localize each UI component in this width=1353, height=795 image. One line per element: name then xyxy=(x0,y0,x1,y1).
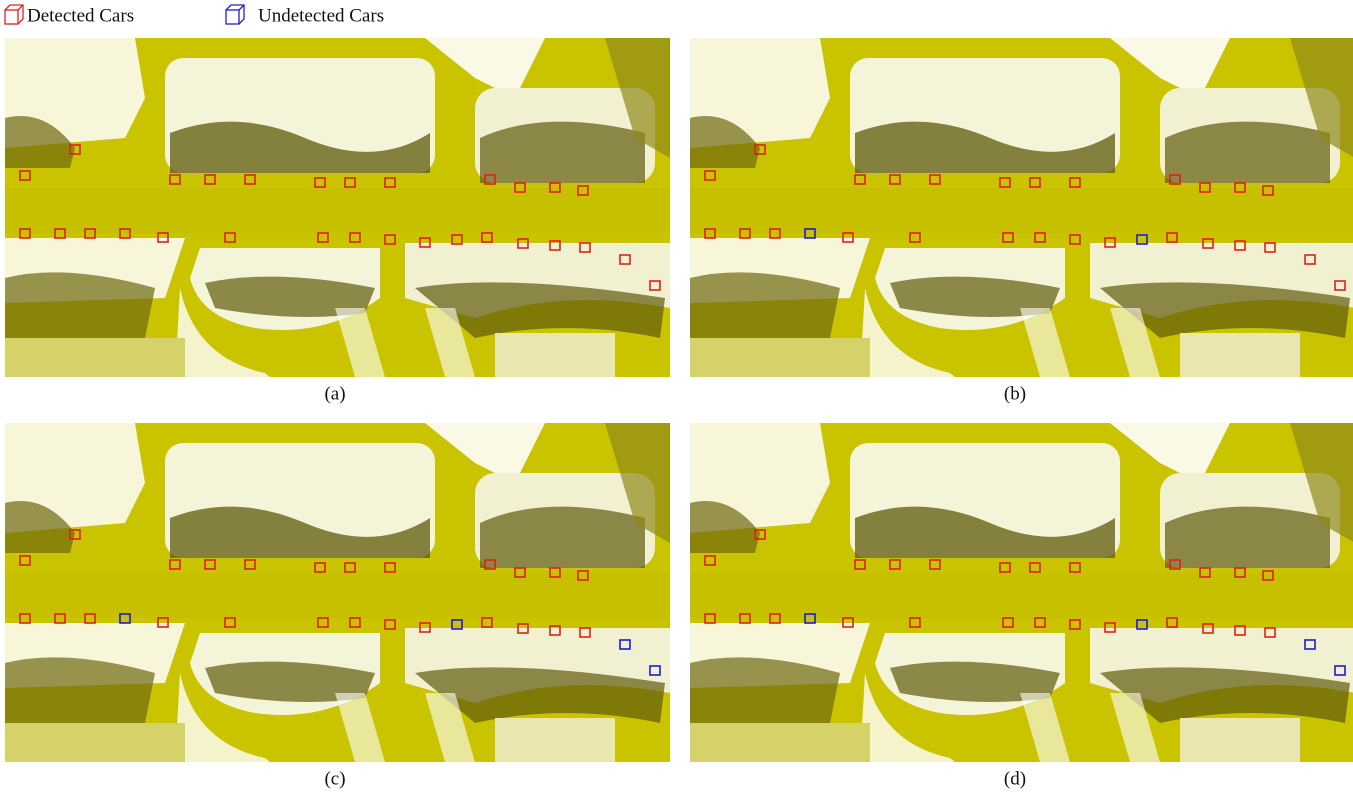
figure-canvas: Detected Cars Undetected Cars (a) (b) (c) (… xyxy=(0,0,1353,795)
point-cloud xyxy=(690,423,1353,762)
panel-caption: (d) xyxy=(1004,768,1026,789)
figure: Detected Cars Undetected Cars (a) (b) (c) (… xyxy=(0,0,1353,795)
legend-label: Undetected Cars xyxy=(258,5,384,26)
detected-icon xyxy=(5,5,23,24)
legend-label: Detected Cars xyxy=(27,5,134,26)
panel xyxy=(5,38,670,377)
panel xyxy=(5,423,670,762)
panel-caption: (b) xyxy=(1004,383,1026,404)
legend: Detected Cars Undetected Cars xyxy=(5,5,384,26)
panel xyxy=(690,38,1353,377)
panel-caption: (c) xyxy=(324,768,345,789)
point-cloud xyxy=(5,38,670,377)
undetected-icon xyxy=(226,5,244,24)
point-cloud xyxy=(690,38,1353,377)
point-cloud xyxy=(5,423,670,762)
panel-caption: (a) xyxy=(324,383,345,404)
panel xyxy=(690,423,1353,762)
